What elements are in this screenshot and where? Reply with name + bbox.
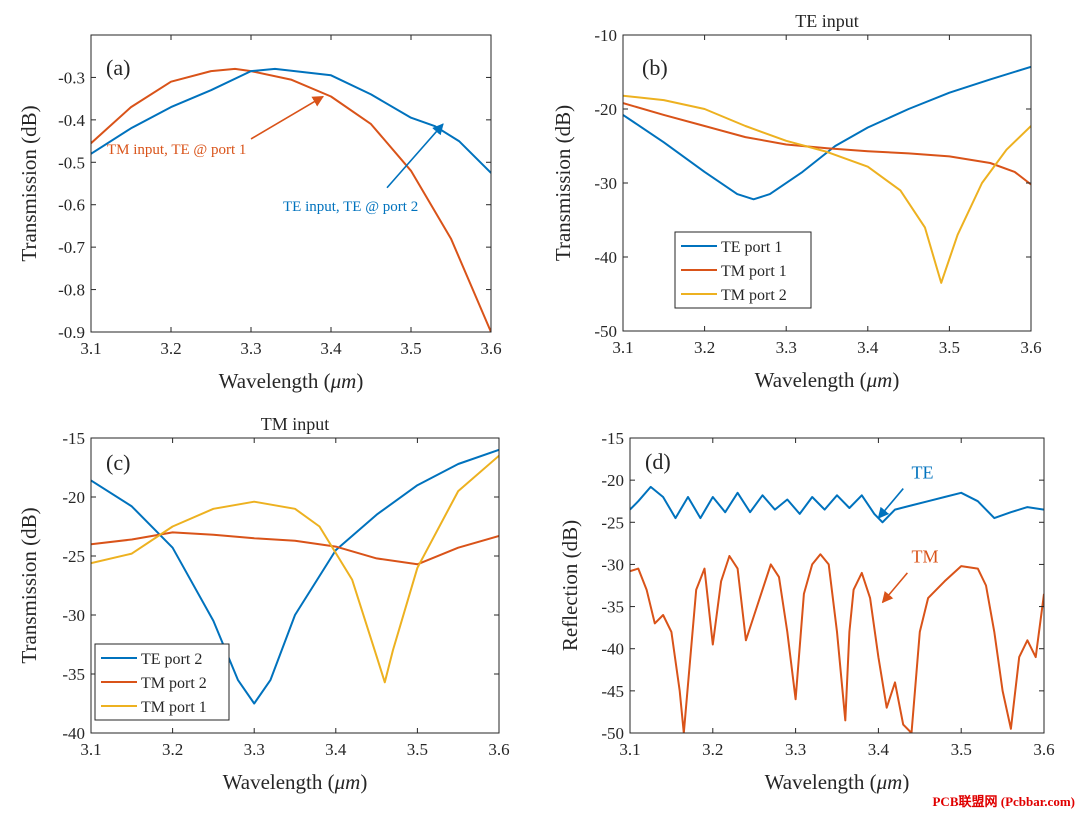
chart-panel-c: 3.1 3.2 3.3 3.4 3.5 3.6 -40 -35 -30 -25 -20 -15 Wave… <box>17 414 510 794</box>
y-tick-label: -35 <box>601 598 624 617</box>
series-line-te <box>630 485 1044 524</box>
x-tick-label: 3.1 <box>80 339 101 358</box>
series-line-tm-input-te-port-1 <box>91 67 491 332</box>
x-tick-label: 3.4 <box>857 338 879 357</box>
y-tick-label: -30 <box>594 174 617 193</box>
x-tick-label: 3.2 <box>702 740 723 759</box>
panel-label: (a) <box>106 55 130 80</box>
x-tick-label: 3.1 <box>619 740 640 759</box>
y-tick-label: -0.7 <box>58 238 85 257</box>
y-tick-label: -0.6 <box>58 196 85 215</box>
annotation-text: TM <box>912 547 939 567</box>
x-tick-label: 3.4 <box>868 740 890 759</box>
x-tick-label: 3.3 <box>776 338 797 357</box>
x-tick-label: 3.3 <box>785 740 806 759</box>
annotation-text: TE input, TE @ port 2 <box>283 199 418 215</box>
y-tick-label: -20 <box>594 100 617 119</box>
axes-frame <box>90 34 492 333</box>
chart-panel-d: 3.1 3.2 3.3 3.4 3.5 3.6 -50 -45 -40 -35 -30 -25 -20 -… <box>558 429 1055 794</box>
y-tick-label: -15 <box>62 429 85 448</box>
x-axis-label: Wavelength (μm) <box>219 369 364 393</box>
x-tick-label: 3.5 <box>400 339 421 358</box>
annotation-arrow <box>881 572 908 604</box>
legend-entry: TM port 1 <box>721 263 787 280</box>
annotation-text: TM input, TE @ port 1 <box>107 142 246 158</box>
panel-label: (d) <box>645 449 671 474</box>
axes-frame <box>629 437 1045 734</box>
y-tick-label: -25 <box>601 513 624 532</box>
annotation-arrow <box>386 123 444 189</box>
y-tick-label: -0.3 <box>58 68 85 87</box>
series-line-tm-port-2 <box>91 531 499 566</box>
legend: TE port 1 TM port 1 TM port 2 <box>674 231 812 309</box>
legend-entry: TM port 2 <box>721 287 787 304</box>
axes-frame <box>90 437 500 734</box>
y-tick-label: -30 <box>62 606 85 625</box>
series-line-tm <box>630 553 1044 733</box>
y-tick-label: -0.8 <box>58 281 85 300</box>
y-axis-label: Reflection (dB) <box>558 520 582 651</box>
x-tick-label: 3.2 <box>160 339 181 358</box>
legend-entry: TM port 2 <box>141 675 207 692</box>
x-tick-label: 3.6 <box>1033 740 1054 759</box>
y-tick-label: -0.4 <box>58 111 85 130</box>
y-tick-label: -20 <box>62 488 85 507</box>
watermark-text: PCB联盟网 (Pcbbar.com) <box>932 794 1075 809</box>
y-tick-label: -30 <box>601 555 624 574</box>
y-tick-label: -40 <box>594 248 617 267</box>
chart-panel-b: 3.1 3.2 3.3 3.4 3.5 3.6 -50 -40 -30 -20 -10 Wavelen… <box>551 11 1042 392</box>
legend-entry: TE port 2 <box>141 651 202 668</box>
x-tick-label: 3.1 <box>612 338 633 357</box>
series-line-tm-port-2 <box>623 94 1031 284</box>
x-axis-label: Wavelength (μm) <box>223 770 368 794</box>
x-tick-label: 3.6 <box>1020 338 1041 357</box>
y-axis-label: Transmission (dB) <box>17 105 41 261</box>
series-line-te-port-1 <box>623 65 1031 201</box>
x-tick-label: 3.5 <box>951 740 972 759</box>
panel-label: (c) <box>106 450 130 475</box>
x-tick-label: 3.3 <box>244 740 265 759</box>
annotation-arrow <box>877 488 904 519</box>
annotation-text: TE <box>912 462 934 482</box>
y-tick-label: -10 <box>594 26 617 45</box>
chart-panel-a: 3.1 3.2 3.3 3.4 3.5 3.6 -0.9 -0.8 -0.7 -0.6 -0.5 -0… <box>17 34 502 393</box>
x-tick-label: 3.6 <box>488 740 509 759</box>
y-tick-label: -50 <box>594 322 617 341</box>
series-line-tm-port-1 <box>91 454 499 684</box>
x-tick-label: 3.5 <box>407 740 428 759</box>
y-tick-label: -25 <box>62 547 85 566</box>
series-line-te-port-2 <box>91 448 499 705</box>
x-axis-label: Wavelength (μm) <box>755 368 900 392</box>
x-tick-label: 3.2 <box>162 740 183 759</box>
y-tick-label: -20 <box>601 471 624 490</box>
chart-title: TE input <box>795 11 859 31</box>
x-axis-label: Wavelength (μm) <box>765 770 910 794</box>
annotation-arrow <box>250 95 324 140</box>
legend-entry: TM port 1 <box>141 699 207 716</box>
x-tick-label: 3.2 <box>694 338 715 357</box>
x-tick-label: 3.4 <box>320 339 342 358</box>
y-tick-label: -15 <box>601 429 624 448</box>
y-axis-label: Transmission (dB) <box>17 507 41 663</box>
series-line-tm-port-1 <box>623 102 1031 186</box>
x-tick-label: 3.3 <box>240 339 261 358</box>
y-tick-label: -35 <box>62 665 85 684</box>
legend-entry: TE port 1 <box>721 239 782 256</box>
y-tick-label: -0.5 <box>58 153 85 172</box>
y-tick-label: -45 <box>601 682 624 701</box>
panel-label: (b) <box>642 55 668 80</box>
y-tick-label: -0.9 <box>58 323 85 342</box>
y-tick-label: -50 <box>601 724 624 743</box>
legend: TE port 2 TM port 2 TM port 1 <box>94 643 230 721</box>
y-axis-label: Transmission (dB) <box>551 105 575 261</box>
y-tick-label: -40 <box>62 724 85 743</box>
chart-title: TM input <box>261 414 330 434</box>
x-tick-label: 3.1 <box>80 740 101 759</box>
x-tick-label: 3.4 <box>325 740 347 759</box>
x-tick-label: 3.5 <box>939 338 960 357</box>
x-tick-label: 3.6 <box>480 339 501 358</box>
y-tick-label: -40 <box>601 640 624 659</box>
